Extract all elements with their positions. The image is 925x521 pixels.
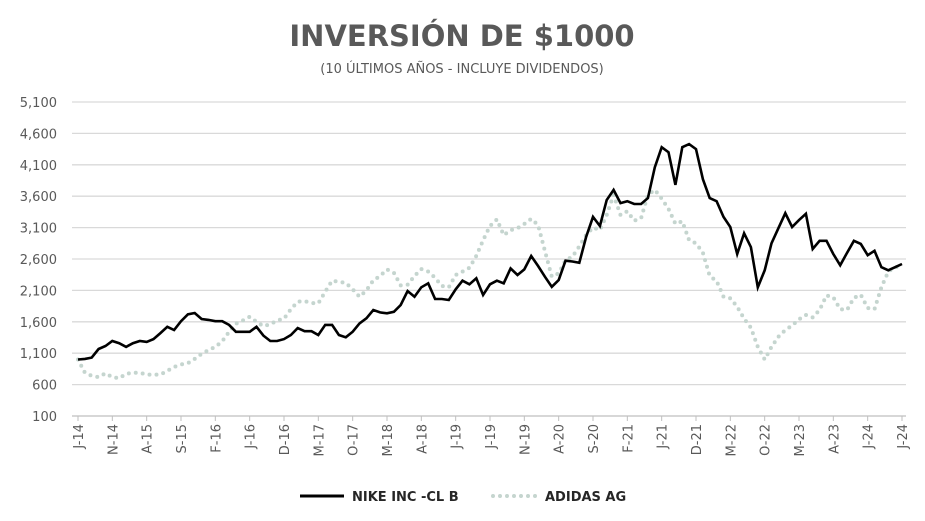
x-tick-label: N-14 [106,424,121,455]
legend-label-adidas: ADIDAS AG [545,490,626,505]
y-tick-label: 1,600 [20,316,57,331]
y-tick-label: 1,100 [20,347,57,362]
x-tick-label: F-16 [209,424,224,453]
x-tick-label: A-18 [415,424,430,454]
y-tick-label: 100 [32,410,57,425]
x-tick-label: M-23 [793,424,808,456]
x-tick-label: J-21 [656,424,671,450]
x-tick-label: J-14 [72,424,87,450]
y-tick-label: 5,100 [20,96,57,111]
x-tick-label: N-19 [518,424,533,455]
y-tick-label: 4,600 [20,127,57,142]
y-tick-label: 3,100 [20,222,57,237]
x-tick-label: M-17 [312,424,327,456]
x-tick-label: D-16 [278,424,293,455]
x-tick-label: M-22 [724,424,739,456]
series-lines [76,142,904,381]
y-tick-label: 2,100 [20,284,57,299]
x-tick-label: F-21 [621,424,636,453]
y-tick-label: 2,600 [20,253,57,268]
x-tick-label: J-24 [862,424,877,450]
x-tick-label: A-20 [553,424,568,454]
y-tick-label: 4,100 [20,159,57,174]
x-tick-label: J-19 [450,424,465,450]
y-tick-label: 600 [32,379,57,394]
legend-label-nike: NIKE INC -CL B [352,490,459,505]
x-tick-label: A-23 [827,424,842,454]
chart-title: INVERSIÓN DE $1000 [289,19,634,53]
x-tick-label: A-15 [141,424,156,454]
x-tick-label: O-17 [347,424,362,456]
series-line-nike [77,142,903,361]
gridlines [72,101,906,417]
x-axis: J-14 N-14 A-15 S-15 F-16 J-16 D-16 M-17 O-17 M-18… [72,416,911,456]
series-line-adidas [76,187,904,381]
x-tick-label: J-24 [896,424,911,450]
chart-subtitle: (10 ÚLTIMOS AÑOS - INCLUYE DIVIDENDOS) [320,61,604,77]
x-tick-label: J-19 [484,424,499,450]
legend: NIKE INC -CL B ADIDAS AG [300,490,626,505]
x-tick-label: O-22 [759,424,774,456]
x-tick-label: S-15 [175,424,190,454]
x-tick-label: M-18 [381,424,396,456]
y-axis: 5,100 4,600 4,100 3,600 3,100 2,600 2,100 1,600… [20,96,57,425]
y-tick-label: 3,600 [20,190,57,205]
x-tick-label: S-20 [587,424,602,454]
x-tick-label: D-21 [690,424,705,455]
x-tick-label: J-16 [244,424,259,450]
